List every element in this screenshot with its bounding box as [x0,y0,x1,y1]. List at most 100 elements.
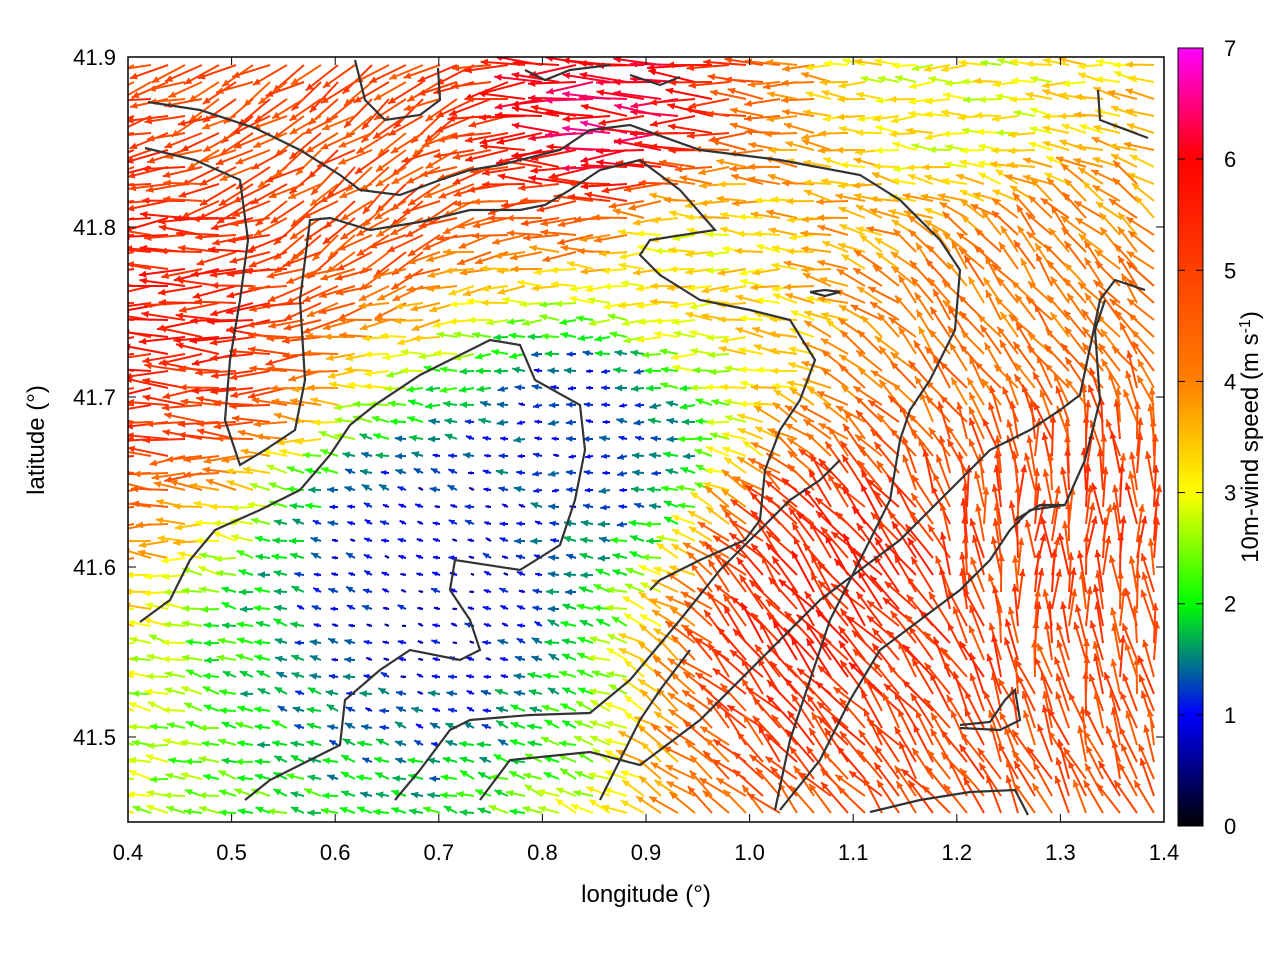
wind-vector [219,166,254,182]
wind-vector [426,251,458,263]
wind-vector [911,64,934,72]
wind-vector [516,637,526,644]
wind-vector [575,700,594,712]
wind-vector [547,687,560,695]
wind-vector [701,285,730,294]
x-tick-label: 0.5 [216,840,247,865]
wind-vector [671,318,696,326]
wind-vector [788,233,815,241]
wind-vector [548,652,560,661]
wind-vector [505,789,526,797]
wind-vector [506,229,543,237]
wind-vector [924,110,951,118]
wind-vector [890,351,917,372]
wind-vector [533,368,543,374]
wind-vector [442,400,458,408]
wind-vector [448,453,458,459]
wind-vector [600,504,611,511]
wind-vector [382,503,390,509]
wind-vector [580,149,628,164]
wind-vector [322,217,356,245]
wind-vector [996,605,1004,644]
wind-vector [840,161,866,169]
wind-vector [511,122,560,134]
wind-vector [165,805,186,814]
wind-vector [253,706,271,714]
wind-vector [705,230,730,238]
wind-vector [671,364,696,372]
wind-vector [996,326,1019,355]
wind-vector [613,366,628,374]
wind-vector [946,261,968,287]
y-tick-label: 41.9 [73,45,116,70]
wind-vector [470,572,475,576]
wind-vector [447,674,458,680]
wind-vector [493,753,509,763]
wind-vector [544,639,560,646]
wind-vector [583,401,594,408]
wind-vector [550,384,560,391]
wind-vector [267,285,305,303]
wind-vector [175,342,220,355]
wind-vector [495,468,509,476]
wind-vector [467,606,475,611]
wind-vector [509,251,543,261]
wind-vector [497,738,509,746]
wind-vector [978,172,1002,185]
wind-vector [980,59,1002,67]
wind-vector [291,81,322,112]
wind-vector [1108,554,1121,593]
wind-vector [1125,61,1155,69]
wind-vector [509,739,526,746]
wind-vector [767,91,798,100]
wind-vector [290,806,305,814]
wind-vector [907,214,934,236]
wind-vector [381,587,390,593]
wind-vector [449,300,475,308]
wind-vector [235,758,254,766]
wind-vector [801,139,832,151]
wind-vector [690,491,713,508]
wind-vector [800,245,832,253]
wind-vector [978,96,1002,103]
wind-vector [613,138,662,151]
wind-vector [379,724,390,731]
wind-vector [381,538,390,544]
wind-vector [445,740,458,747]
wind-vector [1122,673,1138,712]
wind-vector [302,451,322,459]
wind-vector [1117,532,1125,576]
wind-vector [467,538,475,543]
wind-vector [202,773,220,781]
wind-vector [1063,277,1087,304]
wind-vector [236,621,254,629]
wind-vector [354,149,390,175]
wind-vector [977,160,1002,168]
wind-vector [737,213,764,221]
wind-vector [974,227,1002,253]
wind-vector [196,251,237,266]
wind-vector [342,673,356,681]
wind-vector [659,382,679,389]
wind-vector [251,149,288,170]
wind-vector [480,689,492,696]
wind-vector [407,251,441,265]
wind-vector [335,285,373,296]
wind-vector [486,318,509,326]
wind-vector [738,574,764,610]
wind-vector [483,521,492,526]
wind-vector [1027,280,1053,304]
wind-vector [210,282,254,290]
wind-vector [567,385,577,391]
wind-vector [576,669,594,678]
wind-vector [198,791,220,799]
wind-vector [382,606,390,611]
wind-vector [190,268,237,278]
wind-vector [434,505,441,509]
wind-vector [306,384,339,392]
wind-vector [291,585,305,593]
wind-vector [366,623,373,628]
wind-vector [996,276,1019,304]
wind-vector [181,200,220,219]
wind-vector [215,81,254,94]
